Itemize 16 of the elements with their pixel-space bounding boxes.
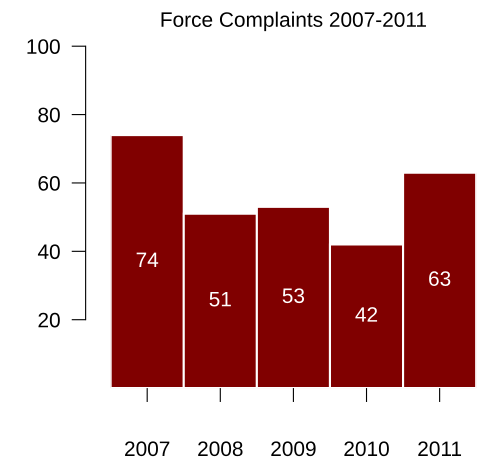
x-tick-label: 2008 xyxy=(198,441,243,456)
x-tick-label: 2009 xyxy=(271,441,316,456)
x-tick-label: 2010 xyxy=(344,441,389,456)
y-tick-label: 60 xyxy=(38,176,60,191)
data-label: 42 xyxy=(355,307,378,322)
y-tick-label: 100 xyxy=(27,39,60,54)
data-label: 63 xyxy=(429,271,450,286)
x-tick-label: 2011 xyxy=(418,441,462,456)
y-tick-label: 20 xyxy=(38,312,60,328)
data-label: 53 xyxy=(282,288,304,304)
x-tick-label: 2007 xyxy=(125,441,170,456)
data-label: 74 xyxy=(136,252,158,267)
chart-title: Force Complaints 2007-2011 xyxy=(162,12,426,32)
y-tick-label: 40 xyxy=(38,244,60,260)
y-tick-label: 80 xyxy=(38,108,60,122)
data-label: 51 xyxy=(210,292,231,306)
